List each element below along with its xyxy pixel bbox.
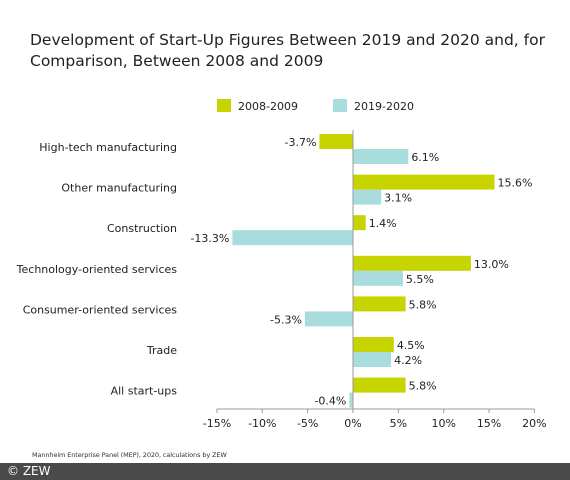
x-tick-label: 5% [390, 417, 407, 430]
legend-swatch-2008-2009 [217, 99, 231, 112]
value-label: -5.3% [270, 313, 302, 326]
value-label: 6.1% [411, 151, 439, 164]
bar-2008-2009 [353, 337, 394, 352]
copyright-text: © ZEW [7, 464, 51, 478]
bar-2008-2009 [353, 296, 406, 312]
category-label: High-tech manufacturing [39, 141, 177, 154]
x-tick-label: 0% [344, 417, 361, 430]
legend-swatch-2019-2020 [333, 99, 347, 112]
value-label: 13.0% [474, 258, 509, 271]
x-tick-label: -10% [248, 417, 276, 430]
category-label: Trade [146, 344, 177, 357]
footer-bar: © ZEW [0, 463, 570, 480]
category-label: Construction [107, 222, 177, 235]
bar-2008-2009 [353, 174, 495, 190]
value-label: 4.2% [394, 354, 422, 367]
value-label: 1.4% [369, 217, 397, 230]
x-tick-label: 15% [477, 417, 501, 430]
bar-chart: 2008-2009 2019-2020 High-tech manufacturin… [16, 99, 547, 430]
legend-label-2019-2020: 2019-2020 [354, 100, 414, 113]
category-label: All start-ups [111, 385, 178, 398]
legend-label-2008-2009: 2008-2009 [238, 100, 298, 113]
value-label: 5.8% [409, 380, 437, 393]
bar-2008-2009 [353, 215, 366, 231]
bar-2008-2009 [319, 134, 353, 149]
bar-2019-2020 [353, 352, 392, 367]
value-label: 5.5% [406, 273, 434, 286]
x-tick-label: 20% [522, 417, 546, 430]
bar-2019-2020 [353, 270, 403, 286]
bar-2019-2020 [353, 189, 382, 205]
bar-2019-2020 [349, 392, 353, 408]
category-label: Other manufacturing [61, 182, 177, 195]
bar-2019-2020 [353, 149, 409, 164]
value-label: -3.7% [285, 136, 317, 149]
bar-2019-2020 [304, 311, 353, 327]
x-tick-label: -5% [297, 417, 318, 430]
value-label: 15.6% [497, 177, 532, 190]
x-tick-label: 10% [431, 417, 455, 430]
x-tick-label: -15% [203, 417, 231, 430]
bar-2008-2009 [353, 377, 406, 393]
value-label: 4.5% [397, 339, 425, 352]
source-note: Mannheim Enterprise Panel (MEP), 2020, c… [32, 451, 227, 459]
chart-title: Development of Start-Up Figures Between … [30, 31, 545, 70]
category-label: Consumer-oriented services [23, 303, 178, 316]
category-label: Technology-oriented services [16, 263, 178, 276]
value-label: 3.1% [384, 192, 412, 205]
bar-2008-2009 [353, 255, 471, 271]
value-label: 5.8% [409, 298, 437, 311]
value-label: -13.3% [190, 232, 229, 245]
bar-2019-2020 [232, 230, 353, 246]
value-label: -0.4% [314, 395, 346, 408]
